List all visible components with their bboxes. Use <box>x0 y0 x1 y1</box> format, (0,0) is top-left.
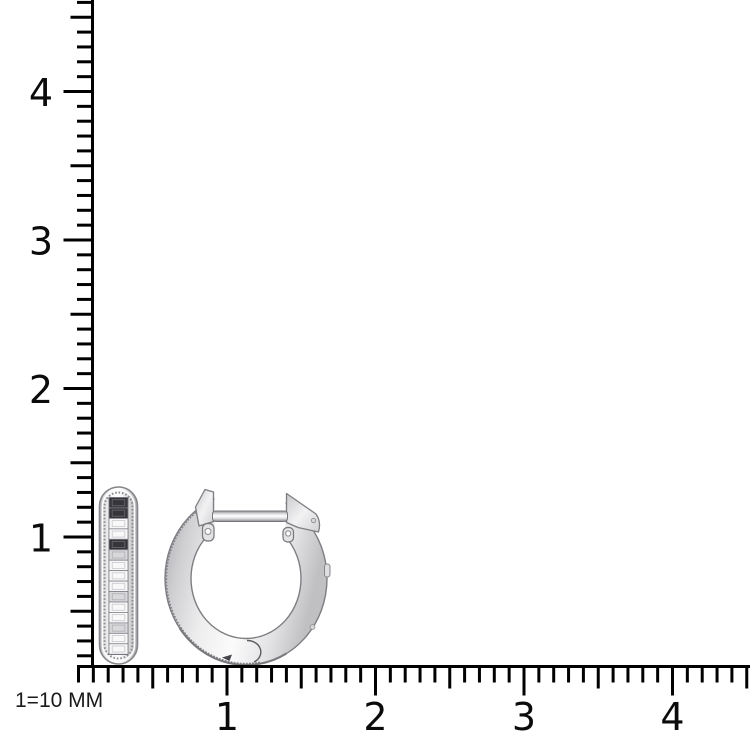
milgrain-dot <box>173 540 176 543</box>
milgrain-dot <box>172 612 175 616</box>
baguette-stone-facet <box>111 499 126 507</box>
milgrain-dot <box>170 546 173 549</box>
milgrain-dot <box>171 609 174 613</box>
hoop-right-upper-bump <box>310 517 317 524</box>
vertical-ruler-number: 1 <box>29 517 53 561</box>
milgrain-dot <box>167 597 170 600</box>
baguette-stone-facet <box>111 562 126 569</box>
baguette-stone-facet <box>111 520 126 528</box>
scale-note: 1=10 MM <box>15 689 103 712</box>
hoop-right-hinge-wedge <box>285 492 321 533</box>
hoop-right-hinge-hole <box>285 530 292 537</box>
hoop-right-edge-tab <box>324 563 331 578</box>
baguette-stone <box>108 643 129 655</box>
vertical-ruler: 4 3 2 1 <box>29 0 94 668</box>
horizontal-ruler-number: 2 <box>363 695 387 739</box>
milgrain-dot <box>189 516 192 519</box>
baguette-stone-facet <box>111 593 126 601</box>
hoop-hinge-post-bar <box>212 510 288 522</box>
milgrain-dot <box>187 518 190 521</box>
milgrain-dot <box>171 543 175 546</box>
baguette-stone-facet <box>111 509 126 517</box>
milgrain-dot <box>168 552 171 555</box>
horizontal-ruler: 1 2 3 4 <box>77 665 750 739</box>
milgrain-dot <box>173 615 176 618</box>
milgrain-dot <box>178 624 181 627</box>
milgrain-dot <box>193 511 196 515</box>
hoop-left-hinge-wedge <box>194 488 215 527</box>
baguette-stone-facet <box>111 541 126 548</box>
milgrain-dot <box>166 565 169 568</box>
baguette-stone-facet <box>111 635 126 642</box>
milgrain-dot <box>169 603 172 606</box>
milgrain-dot <box>177 531 180 534</box>
milgrain-dot <box>165 587 168 590</box>
milgrain-dot <box>165 581 168 584</box>
horizontal-ruler-number: 4 <box>660 695 684 739</box>
hoop-right-lower-bump <box>309 624 316 630</box>
horizontal-ruler-number: 3 <box>512 695 536 739</box>
milgrain-dot <box>168 600 171 603</box>
measurement-rulers: 4 3 2 1 1 2 3 4 1=10 MM <box>15 0 750 739</box>
baguette-stone-facet <box>111 603 126 611</box>
milgrain-dot <box>174 537 177 540</box>
earring-side-view <box>98 486 139 665</box>
baguette-stone-facet <box>111 572 126 580</box>
vertical-ruler-number: 4 <box>29 71 53 115</box>
horizontal-ruler-number: 1 <box>215 695 239 739</box>
baguette-stone-facet <box>111 624 126 632</box>
milgrain-dot <box>191 514 194 517</box>
hoop-bottom-shadow-edge <box>178 627 288 667</box>
baguette-stone-facet <box>111 614 126 622</box>
milgrain-dot <box>183 523 186 526</box>
side-view-rim-highlight <box>101 489 136 662</box>
milgrain-dot <box>167 555 170 558</box>
milgrain-dot <box>167 558 170 561</box>
hoop-left-hinge-hole <box>204 528 212 535</box>
milgrain-dot <box>165 568 168 571</box>
baguette-stone-facet <box>111 582 126 590</box>
milgrain-dot <box>185 521 188 524</box>
earring-pair-render <box>98 486 331 667</box>
milgrain-dot <box>176 621 179 624</box>
milgrain-dot <box>179 528 182 531</box>
milgrain-dot <box>165 571 168 574</box>
milgrain-dot <box>176 534 179 537</box>
milgrain-dot <box>165 584 168 587</box>
side-view-milgrain-border <box>103 491 134 660</box>
milgrain-dot <box>165 574 168 577</box>
milgrain-dot <box>166 594 169 597</box>
milgrain-dot <box>166 591 169 594</box>
hoop-clasp-seam <box>246 639 262 663</box>
hoop-clasp-catch <box>222 654 232 661</box>
earring-front-view <box>164 486 331 667</box>
milgrain-dot <box>170 606 173 609</box>
milgrain-dot <box>165 578 168 581</box>
milgrain-dot <box>169 549 172 552</box>
milgrain-dot <box>181 526 184 529</box>
baguette-stone-facet <box>111 645 126 653</box>
milgrain-dot <box>175 618 178 621</box>
baguette-stone-facet <box>111 551 126 559</box>
baguette-stone-facet <box>111 530 126 538</box>
baguette-stone-column <box>108 497 129 655</box>
vertical-ruler-number: 2 <box>29 368 53 412</box>
milgrain-dot <box>166 561 169 564</box>
vertical-ruler-number: 3 <box>29 220 53 264</box>
hoop-top-opening <box>214 486 286 534</box>
